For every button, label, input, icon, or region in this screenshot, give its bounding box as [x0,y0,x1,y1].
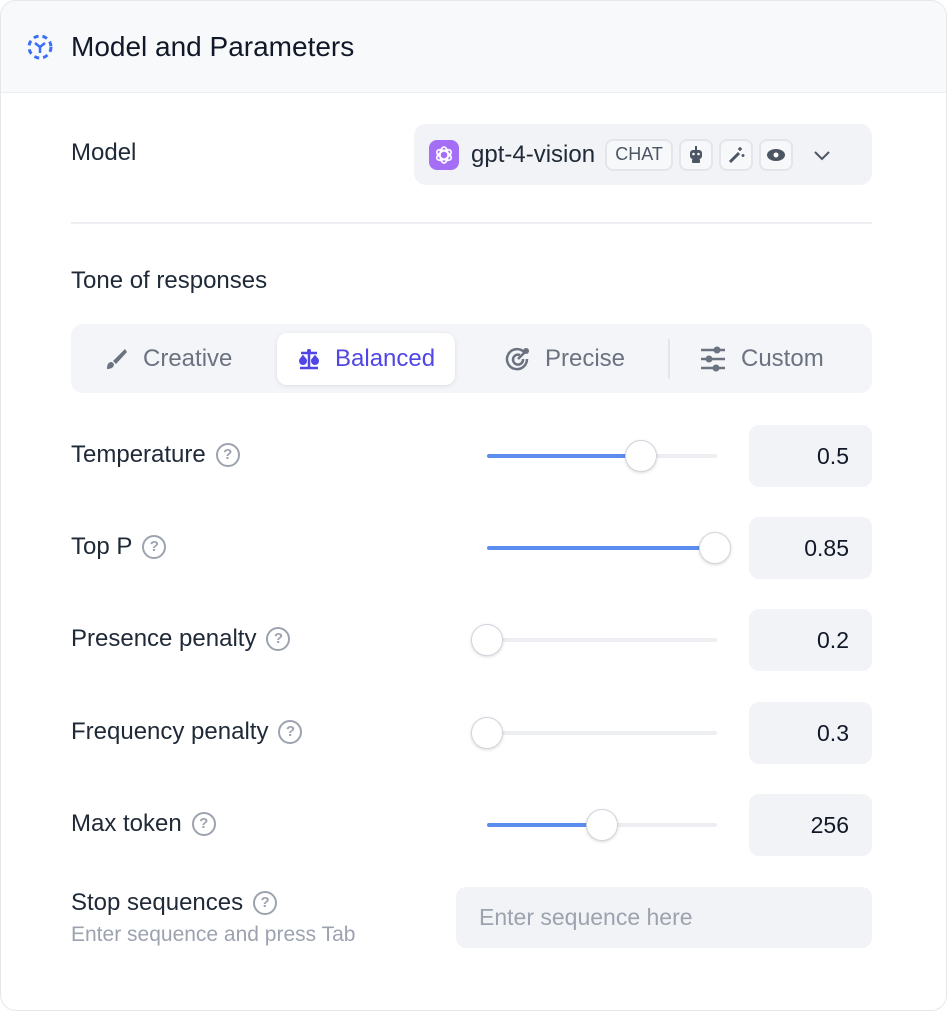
param-row-top-p: Top P? 0.85 [71,517,872,579]
chevron-down-icon[interactable] [813,149,831,161]
stop-sequences-label-group: Stop sequences? Enter sequence and press… [71,889,355,947]
param-slider[interactable] [471,624,717,656]
model-selector[interactable]: gpt-4-vision CHAT [414,124,872,185]
param-slider[interactable] [471,717,717,749]
tone-option-balanced[interactable]: Balanced [277,333,456,385]
robot-icon [679,138,714,171]
openai-logo-icon [429,139,459,170]
param-row-frequency-penalty: Frequency penalty? 0.3 [71,702,872,764]
slider-thumb[interactable] [586,809,618,841]
scale-icon [299,349,319,370]
param-slider[interactable] [487,809,717,841]
tone-option-label: Balanced [335,345,436,372]
param-label: Temperature [71,441,206,468]
slider-thumb[interactable] [471,717,503,749]
tone-heading: Tone of responses [71,267,268,294]
help-icon[interactable]: ? [278,720,303,744]
param-slider[interactable] [487,532,731,564]
sliders-icon [701,346,725,372]
model-label: Model [71,139,137,166]
param-value-input[interactable]: 0.5 [749,425,872,487]
param-value-input[interactable]: 0.2 [749,609,872,671]
divider [71,222,872,224]
stop-sequence-input[interactable] [456,887,872,948]
slider-thumb[interactable] [698,532,731,564]
param-value-input[interactable]: 0.85 [749,517,872,579]
brush-icon [107,349,127,369]
separator [668,339,670,379]
help-icon[interactable]: ? [191,812,216,836]
slider-fill [487,823,602,827]
stop-sequences-label: Stop sequences [71,889,244,916]
slider-thumb[interactable] [471,624,503,656]
chat-badge: CHAT [605,138,674,171]
param-value-input[interactable]: 256 [749,794,872,856]
tone-option-creative[interactable]: Creative [103,333,232,385]
panel-header: Model and Parameters [1,1,946,93]
param-row-presence-penalty: Presence penalty? 0.2 [71,609,872,671]
help-icon[interactable]: ? [215,443,240,467]
target-icon [505,347,529,371]
slider-thumb[interactable] [625,440,658,472]
tone-option-label: Creative [143,345,233,372]
tone-option-label: Precise [545,345,626,372]
eye-icon [759,138,794,171]
model-cube-icon [27,34,53,59]
model-name: gpt-4-vision [471,140,596,168]
help-icon[interactable]: ? [142,535,167,559]
param-label: Max token [71,810,182,837]
slider-fill [487,546,715,550]
tone-option-custom[interactable]: Custom [699,333,824,385]
param-label: Frequency penalty [71,718,269,745]
help-icon[interactable]: ? [253,891,278,915]
param-label: Top P [71,533,133,560]
param-row-temperature: Temperature? 0.5 [71,425,872,487]
stop-sequences-hint: Enter sequence and press Tab [71,923,356,946]
tone-selector: Creative Balanced Precise Custom [71,324,872,393]
param-value-input[interactable]: 0.3 [749,702,872,764]
param-label: Presence penalty [71,625,257,652]
tone-option-precise[interactable]: Precise [505,333,625,385]
tone-option-label: Custom [741,345,824,372]
param-slider[interactable] [487,440,717,472]
help-icon[interactable]: ? [266,627,291,651]
slider-fill [487,454,642,458]
param-row-max-token: Max token? 256 [71,794,872,856]
magic-wand-icon [719,138,754,171]
panel-title: Model and Parameters [71,30,355,62]
